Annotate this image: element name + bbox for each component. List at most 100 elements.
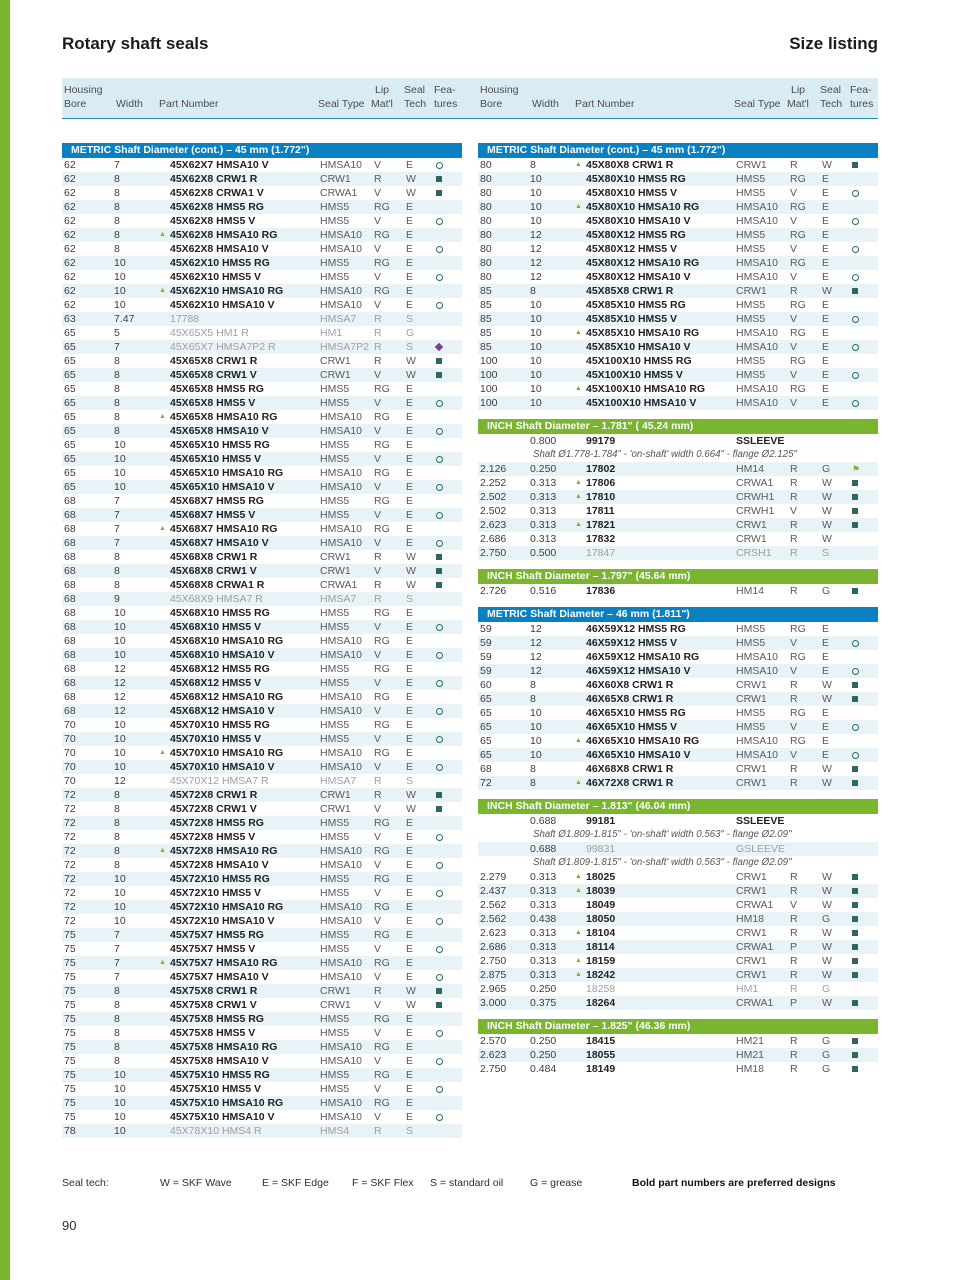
cell-part-number: 45X68X10 HMSA10 RG: [158, 634, 318, 648]
cell-features: [850, 245, 874, 253]
cell-part-number: 45X65X10 HMSA10 RG: [158, 466, 318, 480]
cell-width: 12: [530, 623, 542, 635]
cell-seal-type: HMSA10: [320, 957, 363, 969]
part-number: 45X80X10 HMS5 V: [586, 187, 678, 199]
table-row: 68 8 45X68X8 CRW1 V CRW1 V W: [62, 564, 462, 578]
part-number: 17802: [586, 463, 616, 475]
cell-seal-tech: E: [822, 243, 830, 255]
part-number: 46X60X8 CRW1 R: [586, 679, 674, 691]
cell-seal-type: HM1: [320, 327, 343, 339]
cell-part-number: 45X68X9 HMSA7 R: [158, 592, 318, 606]
cell-features: [434, 889, 458, 897]
cell-lip-material: V: [374, 187, 382, 199]
cell-seal-type: HMS5: [320, 621, 350, 633]
feature-circle-icon: [436, 399, 443, 407]
cell-seal-tech: W: [406, 551, 416, 563]
cell-width: 8: [114, 173, 120, 185]
cell-seal-type: HMS5: [736, 187, 766, 199]
part-number: 45X75X8 HMS5 V: [170, 1027, 256, 1039]
table-row: 62 10 45X62X10 HMS5 V HMS5 V E: [62, 270, 462, 284]
cell-width: 7: [114, 495, 120, 507]
cell-seal-tech: E: [406, 719, 414, 731]
cell-features: [850, 751, 874, 759]
legend-note: Bold part numbers are preferred designs: [632, 1177, 836, 1189]
cell-housing-bore: 2.623: [480, 519, 507, 531]
part-number: 45X68X12 HMSA10 V: [170, 705, 275, 717]
legend-item: W = SKF Wave: [160, 1177, 232, 1189]
cell-lip-material: R: [790, 519, 798, 531]
table-row: 75 7 45X75X7 HMS5 RG HMS5 RG E: [62, 928, 462, 942]
cell-lip-material: RG: [374, 439, 390, 451]
table-row: 72 8 45X72X8 CRW1 V CRW1 V W: [62, 802, 462, 816]
cell-features: [434, 301, 458, 309]
part-number: 45X72X8 HMSA10 RG: [170, 845, 278, 857]
feature-circle-icon: [436, 973, 443, 981]
table-row: 65 10 45X65X10 HMSA10 V HMSA10 V E: [62, 480, 462, 494]
table-row: 2.562 0.313 18049 CRWA1 V W: [478, 898, 878, 912]
cell-width: 10: [530, 187, 542, 199]
cell-part-number: ▲ 45X85X10 HMSA10 RG: [574, 326, 734, 340]
cell-housing-bore: 75: [64, 943, 76, 955]
feature-circle-icon: [852, 315, 859, 323]
cell-housing-bore: 65: [64, 411, 76, 423]
cell-housing-bore: 68: [64, 565, 76, 577]
cell-features: [434, 1085, 458, 1093]
cell-part-number: 45X65X8 HMSA10 V: [158, 424, 318, 438]
cell-part-number: 45X72X8 HMSA10 V: [158, 858, 318, 872]
part-number: 46X59X12 HMS5 V: [586, 637, 678, 649]
cell-seal-tech: E: [406, 607, 414, 619]
preferred-triangle-icon: ▲: [159, 959, 166, 966]
cell-lip-material: RG: [374, 901, 390, 913]
table-section: METRIC Shaft Diameter (cont.) – 45 mm (1…: [62, 143, 462, 1138]
cell-lip-material: RG: [374, 467, 390, 479]
cell-lip-material: R: [790, 1035, 798, 1047]
table-section: INCH Shaft Diameter – 1.825" (46.36 mm) 2…: [478, 1019, 878, 1076]
table-row: 75 10 45X75X10 HMSA10 RG HMSA10 RG E: [62, 1096, 462, 1110]
cell-seal-tech: E: [406, 425, 414, 437]
cell-part-number: 46X65X10 HMS5 V: [574, 720, 734, 734]
cell-features: [434, 372, 458, 378]
cell-seal-type: HMS5: [736, 243, 766, 255]
cell-housing-bore: 68: [64, 635, 76, 647]
table-row: 65 8 45X65X8 CRW1 R CRW1 R W: [62, 354, 462, 368]
cell-seal-type: HMSA10: [320, 635, 363, 647]
cell-seal-type: HMS5: [320, 495, 350, 507]
part-number: 18159: [586, 955, 616, 967]
cell-lip-material: RG: [374, 257, 390, 269]
feature-diamond-icon: [434, 342, 444, 352]
part-number: 45X68X8 CRW1 V: [170, 565, 257, 577]
cell-features: [434, 988, 458, 994]
table-row: 2.437 0.313 ▲ 18039 CRW1 R W: [478, 884, 878, 898]
part-number: 17847: [586, 547, 616, 559]
cell-seal-type: HMS5: [736, 299, 766, 311]
table-row: 72 10 45X72X10 HMSA10 V HMSA10 V E: [62, 914, 462, 928]
table-row: 72 8 45X72X8 HMS5 RG HMS5 RG E: [62, 816, 462, 830]
sleeve-note-text: Shaft Ø1.809-1.815" - 'on-shaft' width 0…: [533, 829, 792, 840]
cell-lip-material: RG: [790, 201, 806, 213]
feature-circle-icon: [436, 707, 443, 715]
feature-circle-icon: [852, 189, 859, 197]
cell-width: 10: [114, 285, 126, 297]
table-header-right: Housing Bore Width Part Number Seal Type…: [478, 78, 878, 118]
cell-seal-type: HMSA10: [320, 649, 363, 661]
cell-part-number: 45X75X8 CRW1 R: [158, 984, 318, 998]
cell-housing-bore: 2.686: [480, 941, 507, 953]
cell-housing-bore: 75: [64, 1069, 76, 1081]
cell-seal-type: HMS5: [736, 355, 766, 367]
cell-seal-type: CRW1: [320, 985, 351, 997]
cell-housing-bore: 75: [64, 1027, 76, 1039]
cell-width: 0.313: [530, 899, 557, 911]
cell-seal-type: HMS5: [320, 677, 350, 689]
cell-seal-type: HMS5: [320, 607, 350, 619]
cell-seal-type: HMSA10: [736, 201, 779, 213]
table-row: 62 7 45X62X7 HMSA10 V HMSA10 V E: [62, 158, 462, 172]
table-row: 2.562 0.438 18050 HM18 R G: [478, 912, 878, 926]
cell-lip-material: V: [374, 859, 382, 871]
cell-seal-type: HMSA10: [320, 425, 363, 437]
cell-part-number: 45X68X7 HMS5 V: [158, 508, 318, 522]
cell-housing-bore: 72: [64, 831, 76, 843]
cell-housing-bore: 72: [480, 777, 492, 789]
cell-seal-type: CRWA1: [320, 187, 358, 199]
cell-housing-bore: 68: [64, 705, 76, 717]
